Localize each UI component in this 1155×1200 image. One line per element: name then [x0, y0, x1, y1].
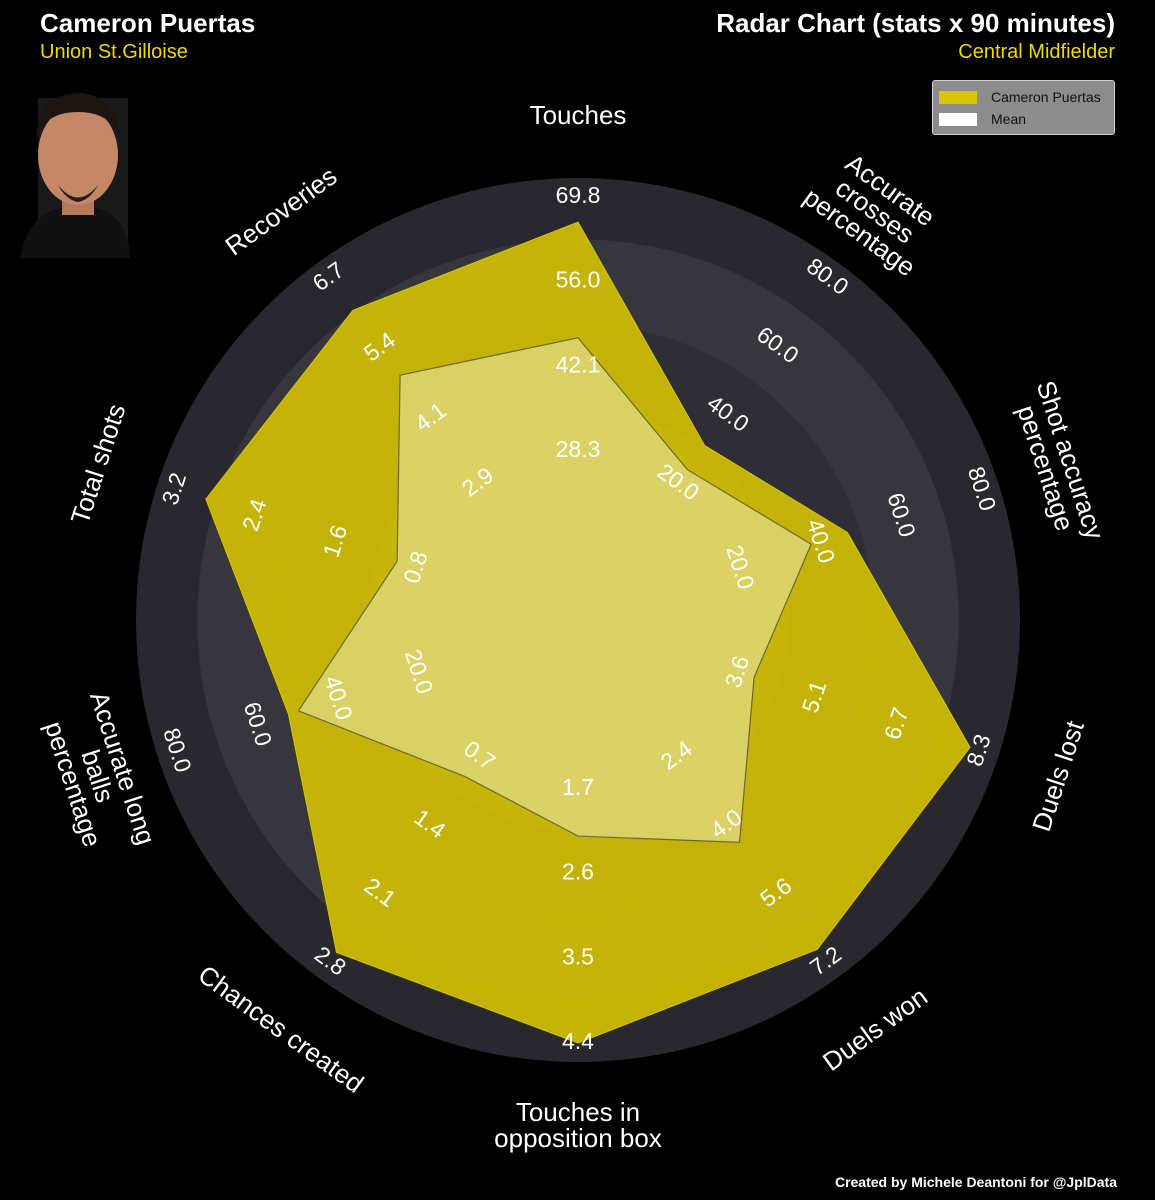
player-photo [20, 93, 130, 258]
legend-label: Mean [991, 111, 1027, 127]
photo-beard [58, 185, 98, 202]
position: Central Midfielder [958, 41, 1115, 63]
legend-item: Mean [939, 108, 1108, 130]
mean-area [297, 337, 812, 843]
tick-label: 3.5 [562, 943, 594, 969]
legend-swatch [939, 90, 977, 104]
player-name: Cameron Puertas [40, 8, 256, 38]
legend: Cameron Puertas Mean [932, 80, 1115, 135]
tick-label: 1.7 [562, 774, 594, 800]
axis-label: Touches in opposition box [494, 1097, 662, 1153]
tick-label: 56.0 [556, 267, 601, 293]
photo-hair [36, 93, 120, 140]
tick-label: 2.6 [562, 859, 594, 885]
legend-swatch [939, 112, 977, 126]
photo-face [38, 105, 118, 205]
chart-title: Radar Chart (stats x 90 minutes) [716, 8, 1115, 38]
legend-item: Cameron Puertas [939, 86, 1108, 108]
tick-label: 4.4 [562, 1028, 594, 1054]
credit: Created by Michele Deantoni for @JplData [834, 1174, 1117, 1190]
tick-label: 69.8 [556, 182, 601, 208]
player-area [205, 221, 971, 1044]
team-name: Union St.Gilloise [40, 41, 188, 63]
photo-shirt [20, 208, 130, 258]
legend-label: Cameron Puertas [991, 89, 1101, 105]
axis-label: Touches [529, 100, 627, 130]
tick-label: 42.1 [556, 352, 601, 378]
tick-label: 28.3 [556, 436, 601, 462]
